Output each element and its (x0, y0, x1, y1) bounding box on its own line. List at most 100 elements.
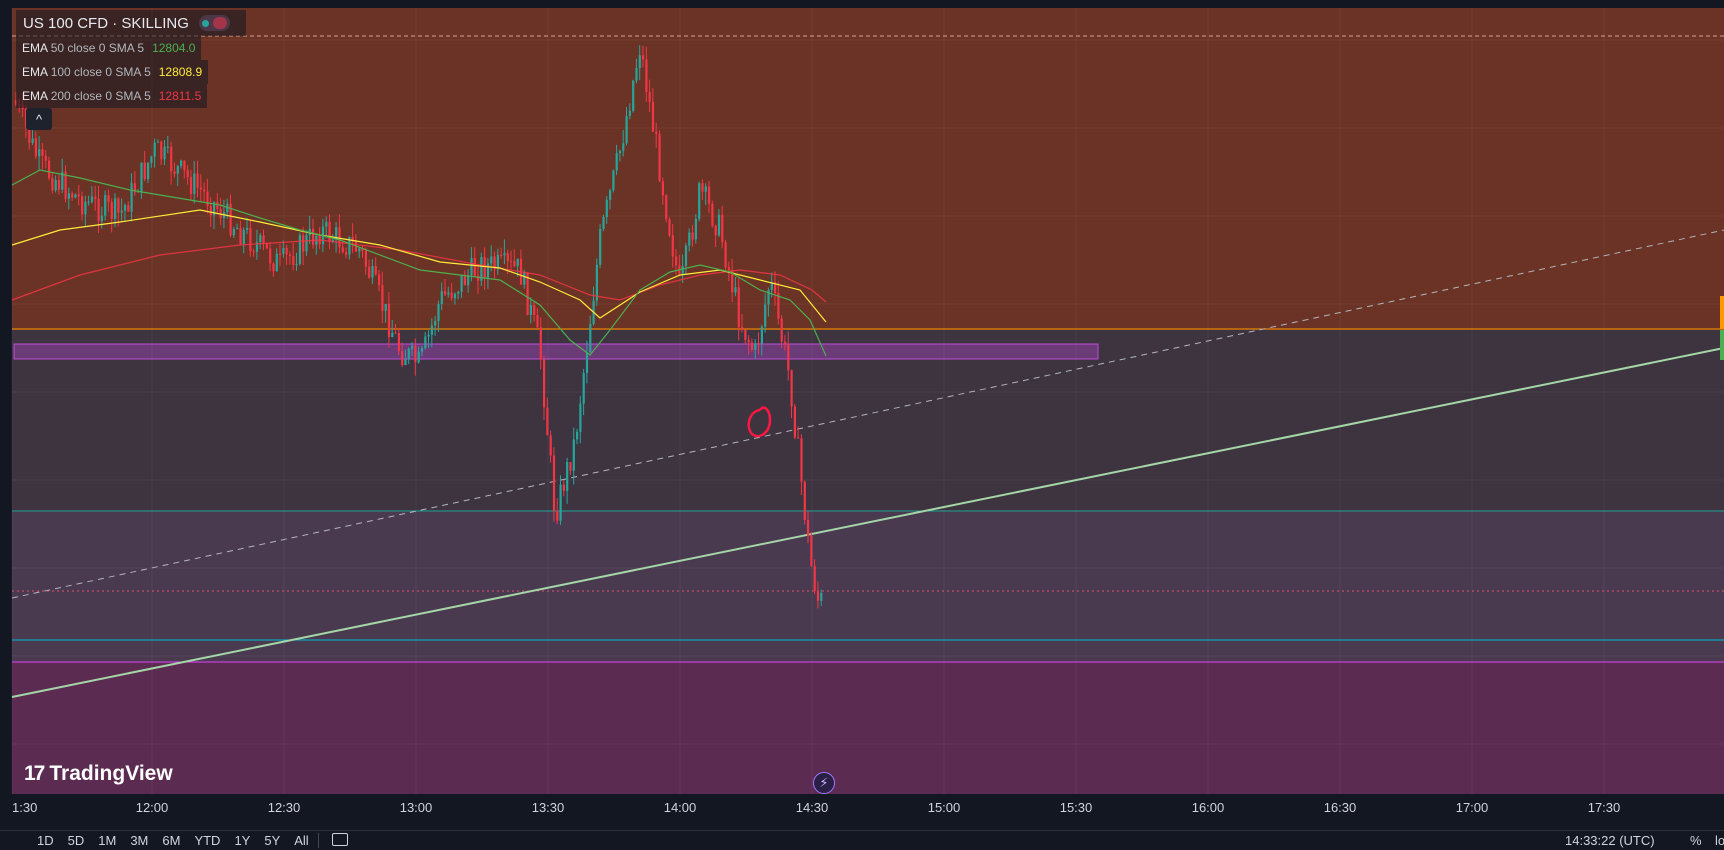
candle-body-170 (576, 431, 579, 440)
candle-body-42 (153, 142, 156, 157)
period-button-all[interactable]: All (294, 833, 309, 848)
candle-body-51 (183, 160, 186, 171)
tradingview-logo[interactable]: 17 TradingView (24, 762, 173, 786)
candle-body-171 (579, 403, 582, 432)
period-button-1m[interactable]: 1M (98, 833, 117, 848)
candle-body-97 (335, 227, 338, 240)
candle-body-145 (493, 256, 496, 270)
candle-body-118 (404, 359, 407, 366)
candle-body-140 (477, 275, 480, 281)
x-tick-label-7: 15:00 (928, 800, 961, 815)
period-button-5d[interactable]: 5D (67, 833, 85, 848)
period-button-ytd[interactable]: YTD (194, 833, 221, 848)
candle-body-27 (104, 195, 107, 216)
candle-body-44 (160, 141, 163, 160)
lightning-icon[interactable]: ⚡ (813, 772, 835, 794)
period-button-5y[interactable]: 5Y (264, 833, 281, 848)
candle-body-155 (526, 272, 529, 315)
candle-body-65 (229, 203, 232, 236)
symbol-title[interactable]: US 100 CFD · SKILLING (23, 14, 189, 32)
candle-body-58 (206, 191, 209, 207)
candle-body-133 (453, 293, 457, 299)
candle-body-113 (387, 304, 391, 338)
candle-body-183 (618, 150, 622, 154)
calendar-icon[interactable] (332, 833, 348, 846)
candle-body-148 (503, 253, 506, 256)
candle-body-182 (615, 153, 618, 171)
candle-body-38 (140, 162, 143, 192)
candle-body-198 (668, 219, 671, 236)
candle-body-46 (166, 146, 169, 148)
candle-body-199 (671, 235, 674, 257)
candle-body-191 (645, 59, 648, 92)
percent-scale-toggle[interactable]: % (1690, 833, 1702, 848)
candle-body-228 (767, 289, 770, 305)
candle-body-121 (414, 345, 417, 363)
candle-body-227 (764, 304, 767, 327)
chevron-up-icon[interactable]: ^ (26, 108, 52, 130)
candle-body-13 (57, 180, 61, 190)
candle-body-87 (302, 235, 305, 252)
candle-body-220 (741, 327, 744, 330)
candle-body-188 (635, 68, 638, 81)
candle-body-137 (467, 275, 470, 286)
candle-body-122 (417, 351, 420, 363)
tradingview-logo-mark-icon: 17 (24, 762, 45, 785)
candle-body-83 (288, 254, 292, 257)
candle-body-234 (787, 344, 790, 371)
candle-body-160 (543, 359, 546, 408)
candle-body-35 (130, 183, 133, 212)
candle-body-60 (213, 202, 216, 216)
symbol-row[interactable]: US 100 CFD · SKILLING (16, 10, 246, 36)
candle-body-105 (361, 248, 364, 251)
candle-body-45 (163, 146, 166, 160)
x-tick-label-11: 17:00 (1456, 800, 1489, 815)
candle-body-132 (450, 292, 453, 299)
candle-body-129 (440, 291, 443, 305)
market-status-pill[interactable] (198, 15, 230, 31)
candle-body-231 (777, 292, 780, 319)
period-button-1d[interactable]: 1D (37, 833, 54, 848)
candle-body-217 (731, 269, 734, 293)
candle-body-244 (820, 593, 823, 601)
chart-legend: US 100 CFD · SKILLING EMA 50 close 0 SMA… (16, 10, 246, 130)
candle-body-53 (189, 177, 193, 195)
candle-body-166 (562, 484, 565, 491)
candle-body-131 (447, 292, 450, 295)
period-button-1y[interactable]: 1Y (234, 833, 251, 848)
candle-body-68 (239, 227, 242, 245)
candle-body-179 (605, 199, 608, 217)
candle-body-176 (595, 264, 598, 301)
candle-body-55 (196, 173, 199, 188)
candle-body-203 (684, 245, 688, 267)
log-scale-toggle[interactable]: lo (1715, 833, 1724, 848)
candle-body-193 (651, 101, 655, 132)
candle-body-8 (41, 149, 44, 156)
indicator-row-ema1[interactable]: EMA 100 close 0 SMA 5 12808.9 (16, 60, 209, 84)
candle-body-22 (87, 201, 90, 203)
candle-body-236 (793, 406, 796, 438)
period-button-6m[interactable]: 6M (162, 833, 181, 848)
period-button-3m[interactable]: 3M (130, 833, 149, 848)
candle-body-151 (513, 261, 516, 267)
candle-body-29 (110, 202, 113, 220)
candle-body-74 (259, 235, 262, 243)
candle-body-157 (533, 305, 536, 315)
candle-body-88 (305, 235, 308, 252)
x-tick-label-12: 17:30 (1588, 800, 1621, 815)
candle-body-184 (622, 143, 625, 151)
candle-body-224 (754, 343, 757, 350)
utc-clock[interactable]: 14:33:22 (UTC) (1565, 833, 1655, 848)
x-tick-label-3: 13:00 (400, 800, 433, 815)
candle-body-229 (770, 282, 773, 290)
candle-body-235 (790, 370, 793, 407)
indicator-params: 100 close 0 SMA 5 (50, 65, 151, 79)
candle-body-77 (269, 248, 272, 264)
candle-body-31 (117, 198, 120, 213)
indicator-row-ema2[interactable]: EMA 200 close 0 SMA 5 12811.5 (16, 84, 208, 108)
indicator-row-ema0[interactable]: EMA 50 close 0 SMA 5 12804.0 (16, 36, 202, 60)
candle-body-16 (67, 193, 70, 199)
candle-body-195 (658, 134, 661, 182)
